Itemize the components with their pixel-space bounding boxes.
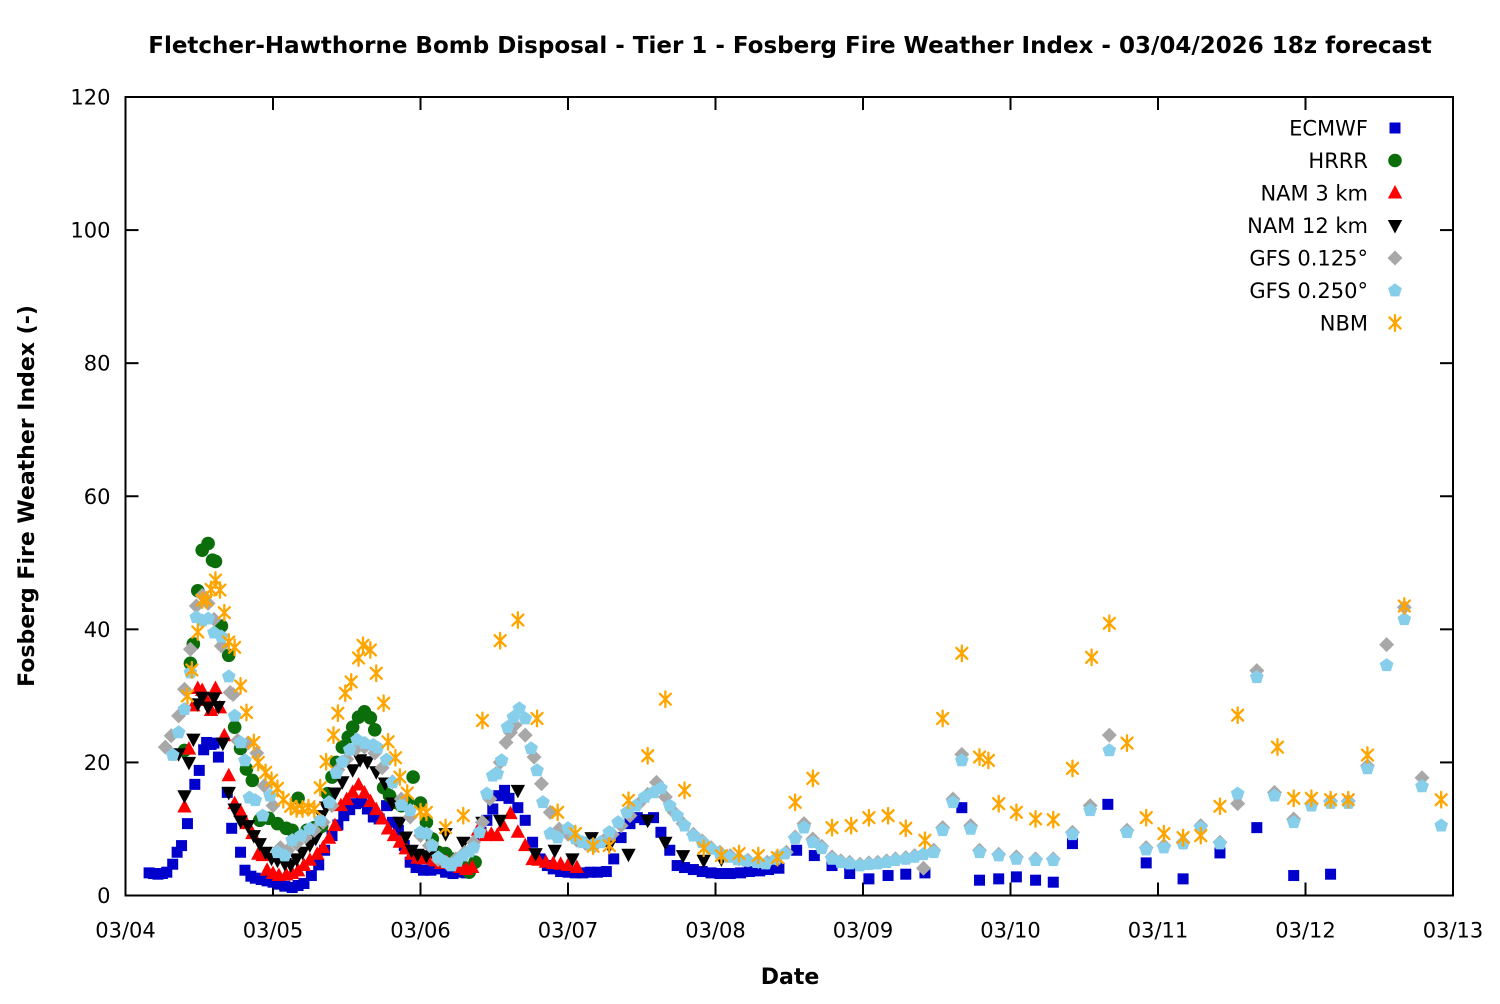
y-tick-label: 60 bbox=[84, 485, 111, 509]
y-axis-title: Fosberg Fire Weather Index (-) bbox=[15, 305, 40, 687]
chart-title: Fletcher-Hawthorne Bomb Disposal - Tier … bbox=[148, 33, 1432, 59]
legend-item-nam-3-km: NAM 3 km bbox=[1260, 182, 1403, 206]
y-tick-label: 0 bbox=[97, 884, 110, 908]
legend-item-gfs-0-250-: GFS 0.250° bbox=[1249, 279, 1402, 303]
legend-label: HRRR bbox=[1308, 149, 1368, 173]
x-tick-label: 03/04 bbox=[95, 919, 156, 943]
circle-legend-marker-icon bbox=[1388, 153, 1402, 168]
y-tick-label: 100 bbox=[70, 219, 110, 243]
legend-item-nam-12-km: NAM 12 km bbox=[1247, 214, 1403, 238]
pentagon-legend-marker-icon bbox=[1388, 283, 1402, 297]
axis-ticks bbox=[124, 96, 1454, 897]
series-nbm bbox=[180, 571, 1448, 867]
x-tick-label: 03/12 bbox=[1275, 919, 1336, 943]
x-axis-title: Date bbox=[761, 965, 820, 990]
x-tick-label: 03/10 bbox=[980, 919, 1041, 943]
x-tick-labels: 03/04 03/05 03/06 03/07 03/08 03/09 03/10 03/11… bbox=[95, 919, 1483, 943]
x-tick-label: 03/07 bbox=[538, 919, 599, 943]
legend: ECMWF HRRR NAM 3 km NAM 12 km GFS 0.125° GFS … bbox=[1247, 117, 1403, 336]
y-tick-label: 120 bbox=[70, 86, 110, 110]
triangle-down-legend-marker-icon bbox=[1387, 220, 1403, 234]
legend-item-nbm: NBM bbox=[1320, 312, 1402, 336]
legend-label: NAM 3 km bbox=[1260, 182, 1368, 206]
y-tick-label: 20 bbox=[84, 751, 111, 775]
x-tick-label: 03/08 bbox=[685, 919, 746, 943]
x-tick-label: 03/13 bbox=[1423, 919, 1484, 943]
square-legend-marker-icon bbox=[1389, 122, 1401, 134]
legend-label: NAM 12 km bbox=[1247, 214, 1368, 238]
triangle-up-legend-marker-icon bbox=[1387, 185, 1403, 199]
legend-label: ECMWF bbox=[1289, 117, 1368, 141]
legend-label: GFS 0.125° bbox=[1249, 247, 1368, 271]
legend-item-hrrr: HRRR bbox=[1308, 149, 1402, 173]
legend-item-ecmwf: ECMWF bbox=[1289, 117, 1401, 141]
x-tick-label: 03/06 bbox=[390, 919, 451, 943]
y-tick-label: 80 bbox=[84, 352, 111, 376]
x-tick-label: 03/09 bbox=[833, 919, 894, 943]
x-tick-label: 03/05 bbox=[243, 919, 304, 943]
asterisk-legend-marker-icon bbox=[1388, 314, 1402, 332]
data-series bbox=[143, 536, 1449, 894]
x-tick-label: 03/11 bbox=[1128, 919, 1189, 943]
legend-label: NBM bbox=[1320, 312, 1368, 336]
legend-label: GFS 0.250° bbox=[1249, 279, 1368, 303]
diamond-legend-marker-icon bbox=[1387, 250, 1403, 266]
series-gfs-0-250- bbox=[165, 610, 1449, 872]
y-tick-labels: 0 20 40 60 80 100 120 bbox=[70, 86, 110, 909]
y-tick-label: 40 bbox=[84, 618, 111, 642]
legend-item-gfs-0-125-: GFS 0.125° bbox=[1249, 247, 1403, 271]
